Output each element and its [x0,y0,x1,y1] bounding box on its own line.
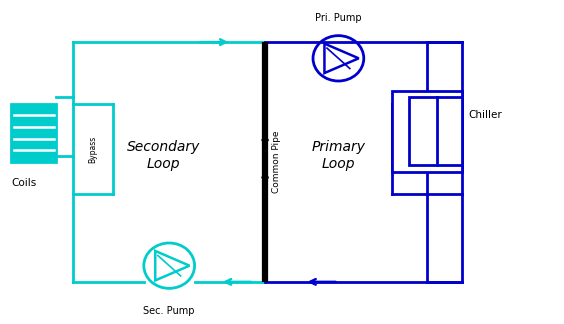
Text: Bypass: Bypass [89,135,98,163]
Text: Sec. Pump: Sec. Pump [143,306,195,316]
Bar [409,97,462,165]
Text: Coils: Coils [11,178,37,188]
Text: Bypass: Bypass [423,135,431,163]
Text: Secondary
Loop: Secondary Loop [127,140,200,171]
Text: Pri. Pump: Pri. Pump [315,13,362,23]
Bar [11,104,56,162]
Text: Common Pipe: Common Pipe [272,131,281,193]
Bar [392,91,462,172]
Text: Primary
Loop: Primary Loop [311,140,365,171]
Text: Chiller: Chiller [468,110,502,120]
